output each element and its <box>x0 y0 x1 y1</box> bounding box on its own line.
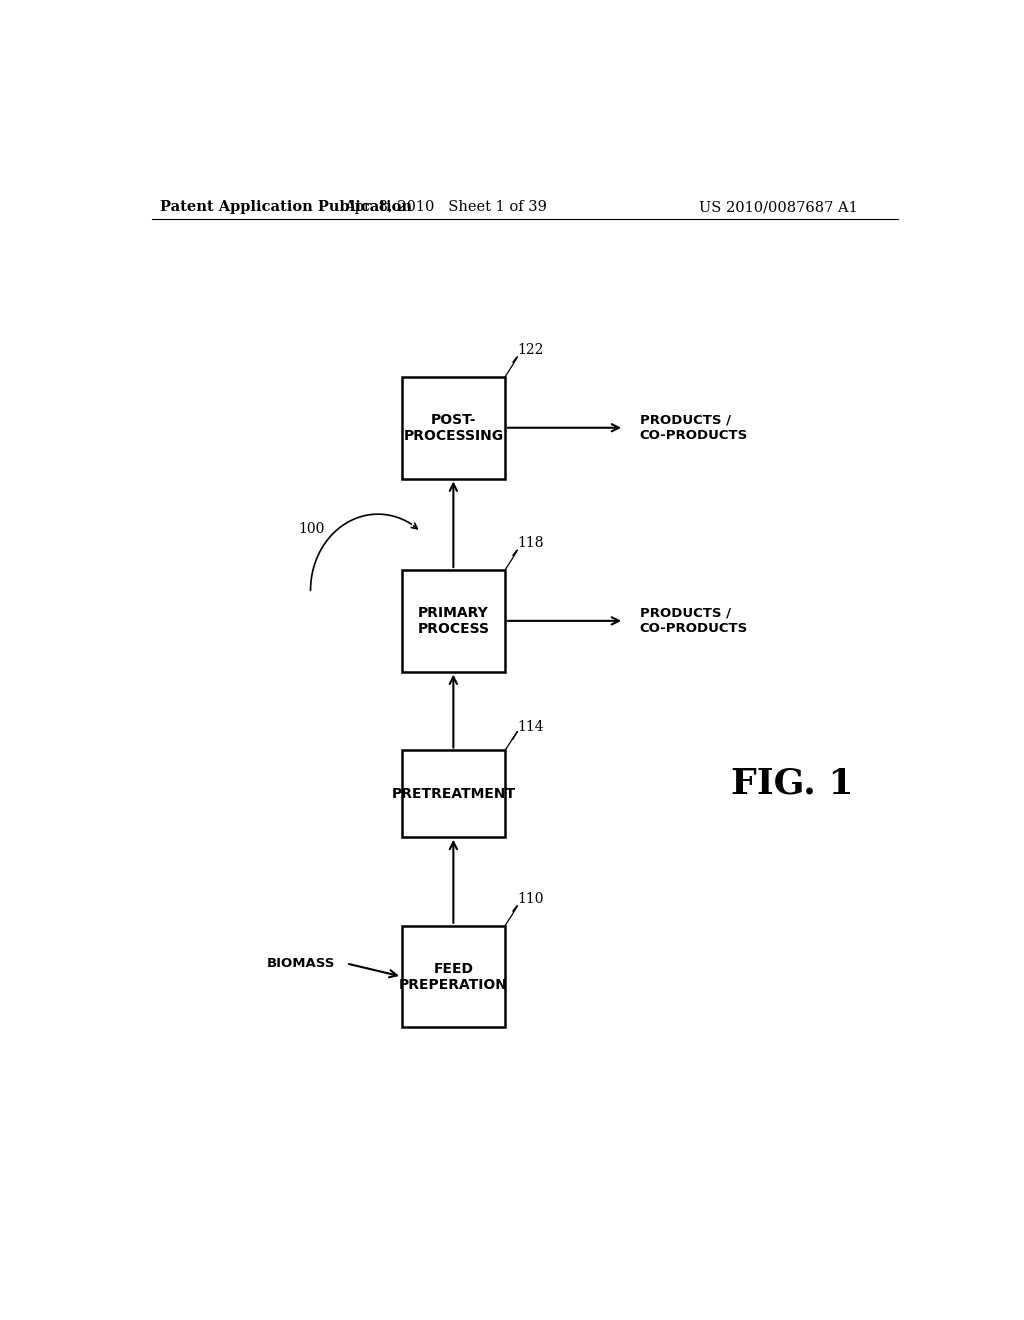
Text: BIOMASS: BIOMASS <box>267 957 335 970</box>
Bar <box>401 925 505 1027</box>
Text: Apr. 8, 2010   Sheet 1 of 39: Apr. 8, 2010 Sheet 1 of 39 <box>344 201 547 214</box>
Text: PRODUCTS /
CO-PRODUCTS: PRODUCTS / CO-PRODUCTS <box>640 607 749 635</box>
Text: 114: 114 <box>517 719 544 734</box>
Text: PRODUCTS /
CO-PRODUCTS: PRODUCTS / CO-PRODUCTS <box>640 413 749 442</box>
Text: Patent Application Publication: Patent Application Publication <box>160 201 412 214</box>
Text: 122: 122 <box>517 343 544 358</box>
Text: FIG. 1: FIG. 1 <box>731 767 854 800</box>
Text: 100: 100 <box>299 523 325 536</box>
Text: PRETREATMENT: PRETREATMENT <box>391 787 515 801</box>
Bar <box>401 378 505 479</box>
Text: FEED
PREPERATION: FEED PREPERATION <box>399 961 508 991</box>
Bar <box>401 751 505 837</box>
Text: 110: 110 <box>517 892 544 906</box>
Bar <box>401 570 505 672</box>
Text: POST-
PROCESSING: POST- PROCESSING <box>403 413 504 442</box>
Text: US 2010/0087687 A1: US 2010/0087687 A1 <box>699 201 858 214</box>
Text: PRIMARY
PROCESS: PRIMARY PROCESS <box>418 606 489 636</box>
Text: 118: 118 <box>517 536 544 550</box>
